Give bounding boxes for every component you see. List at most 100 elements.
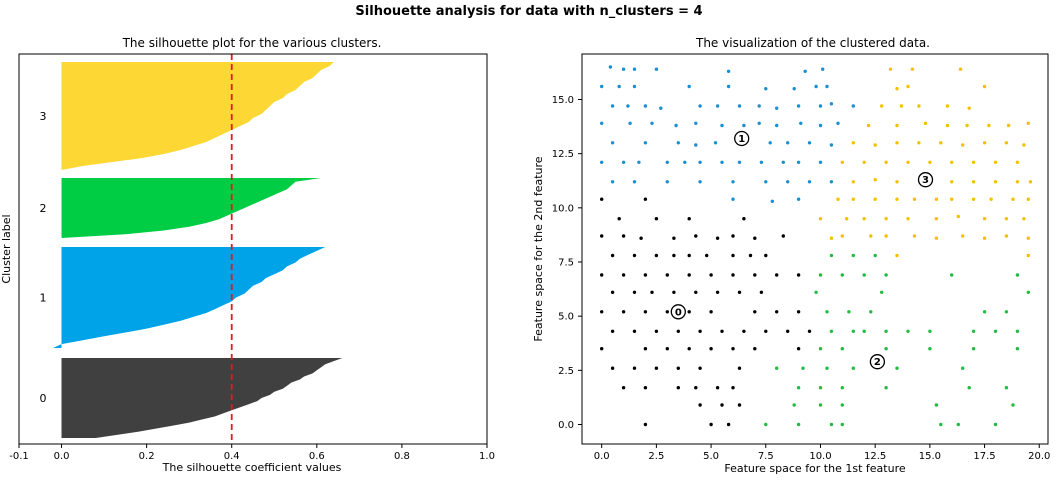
scatter-point-cluster-2 [829, 422, 834, 427]
scatter-point-cluster-1 [715, 104, 720, 108]
scatter-point-cluster-1 [781, 160, 785, 164]
scatter-point-cluster-2 [818, 386, 823, 390]
scatter-point-cluster-3 [1011, 197, 1015, 201]
scatter-point-cluster-0 [764, 329, 768, 333]
scatter-point-cluster-1 [814, 84, 818, 89]
scatter-point-cluster-1 [665, 180, 669, 184]
scatter-point-cluster-0 [715, 386, 720, 390]
scatter-point-cluster-3 [845, 217, 849, 221]
scatter-point-cluster-3 [912, 197, 917, 201]
scatter-point-cluster-3 [851, 197, 855, 201]
scatter-point-cluster-1 [637, 160, 641, 164]
scatter-point-cluster-2 [967, 386, 971, 390]
scatter-point-cluster-3 [873, 178, 877, 182]
scatter-point-cluster-3 [928, 160, 932, 164]
scatter-point-cluster-3 [939, 141, 943, 145]
cluster-center-2 [869, 354, 886, 370]
scatter-point-cluster-1 [829, 143, 834, 147]
scatter-point-cluster-0 [632, 253, 637, 258]
silhouette-y-label: Cluster label [0, 214, 13, 283]
scatter-point-cluster-3 [884, 234, 888, 238]
scatter-point-cluster-2 [796, 422, 801, 427]
scatter-point-cluster-1 [643, 141, 648, 145]
scatter-point-cluster-3 [818, 217, 823, 221]
scatter-point-cluster-0 [643, 347, 648, 351]
scatter-point-cluster-0 [796, 310, 801, 314]
scatter-point-cluster-2 [1015, 329, 1020, 333]
scatter-point-cluster-2 [1004, 386, 1009, 390]
cluster-label-0: 0 [40, 392, 47, 405]
scatter-point-cluster-0 [731, 253, 735, 258]
scatter-point-cluster-3 [1015, 160, 1020, 164]
scatter-point-cluster-2 [906, 329, 910, 333]
scatter-point-cluster-0 [748, 253, 753, 258]
cluster-center-3 [917, 172, 934, 188]
scatter-point-cluster-3 [895, 87, 899, 91]
scatter-point-cluster-0 [610, 329, 615, 333]
scatter-point-cluster-0 [610, 253, 615, 258]
scatter-point-cluster-0 [786, 329, 790, 333]
scatter-point-cluster-1 [786, 180, 790, 184]
y-tick-label: 12.5 [552, 149, 574, 160]
scatter-point-cluster-1 [698, 104, 702, 108]
scatter-point-cluster-1 [628, 121, 632, 126]
scatter-point-cluster-3 [1004, 217, 1009, 221]
scatter-point-cluster-2 [801, 366, 805, 370]
scatter-point-cluster-3 [917, 141, 921, 145]
scatter-point-cluster-1 [626, 104, 630, 108]
scatter-point-cluster-2 [928, 329, 932, 333]
scatter-point-cluster-3 [866, 123, 871, 128]
x-tick-label: 7.5 [758, 451, 774, 462]
scatter-point-cluster-2 [851, 253, 855, 258]
scatter-point-cluster-0 [643, 422, 648, 427]
scatter-point-cluster-3 [862, 160, 866, 164]
scatter-point-cluster-3 [993, 160, 998, 164]
scatter-point-cluster-1 [818, 160, 823, 164]
cluster-scatter-plot: The visualization of the clustered data.… [532, 36, 1050, 475]
scatter-point-cluster-1 [600, 160, 604, 164]
scatter-point-cluster-1 [796, 197, 801, 201]
scatter-point-cluster-1 [851, 104, 855, 108]
silhouette-plot-frame [18, 53, 488, 445]
scatter-point-cluster-0 [687, 273, 691, 277]
scatter-point-cluster-1 [674, 123, 678, 128]
scatter-point-cluster-2 [829, 329, 834, 333]
scatter-point-cluster-1 [786, 141, 790, 145]
scatter-point-cluster-3 [989, 197, 993, 201]
scatter-point-cluster-3 [945, 123, 950, 128]
scatter-point-cluster-0 [600, 310, 604, 314]
scatter-point-cluster-2 [993, 422, 998, 427]
scatter-point-cluster-2 [792, 403, 796, 407]
scatter-point-cluster-0 [687, 347, 691, 351]
x-tick-label: 1.0 [479, 451, 495, 462]
scatter-point-cluster-2 [934, 403, 939, 407]
scatter-point-cluster-3 [982, 236, 987, 240]
scatter-point-cluster-3 [869, 234, 873, 238]
scatter-point-cluster-0 [709, 347, 713, 351]
scatter-point-cluster-2 [851, 329, 855, 333]
scatter-point-cluster-1 [632, 84, 637, 89]
scatter-point-cluster-2 [895, 366, 899, 370]
scatter-point-cluster-0 [709, 422, 713, 427]
scatter-point-cluster-3 [906, 84, 910, 89]
scatter-point-cluster-0 [600, 197, 604, 201]
cluster-center-label-3: 3 [922, 175, 929, 186]
scatter-point-cluster-2 [1004, 310, 1009, 314]
scatter-point-cluster-0 [753, 273, 757, 277]
scatter-point-cluster-0 [742, 217, 746, 221]
scatter-point-cluster-3 [923, 121, 928, 126]
y-tick-label: 10.0 [552, 203, 574, 214]
scatter-point-cluster-1 [621, 160, 626, 164]
scatter-point-cluster-3 [906, 160, 910, 164]
scatter-point-cluster-0 [737, 290, 742, 294]
scatter-point-cluster-0 [665, 347, 669, 351]
scatter-point-cluster-0 [632, 366, 637, 370]
scatter-point-cluster-3 [1006, 123, 1011, 128]
scatter-point-cluster-0 [720, 403, 724, 407]
scatter-point-cluster-2 [884, 273, 888, 277]
scatter-point-cluster-3 [895, 253, 899, 258]
scatter-point-cluster-1 [759, 160, 764, 164]
scatter-point-cluster-1 [807, 141, 812, 145]
scatter-point-cluster-2 [993, 329, 998, 333]
x-tick-label: 5.0 [703, 451, 719, 462]
